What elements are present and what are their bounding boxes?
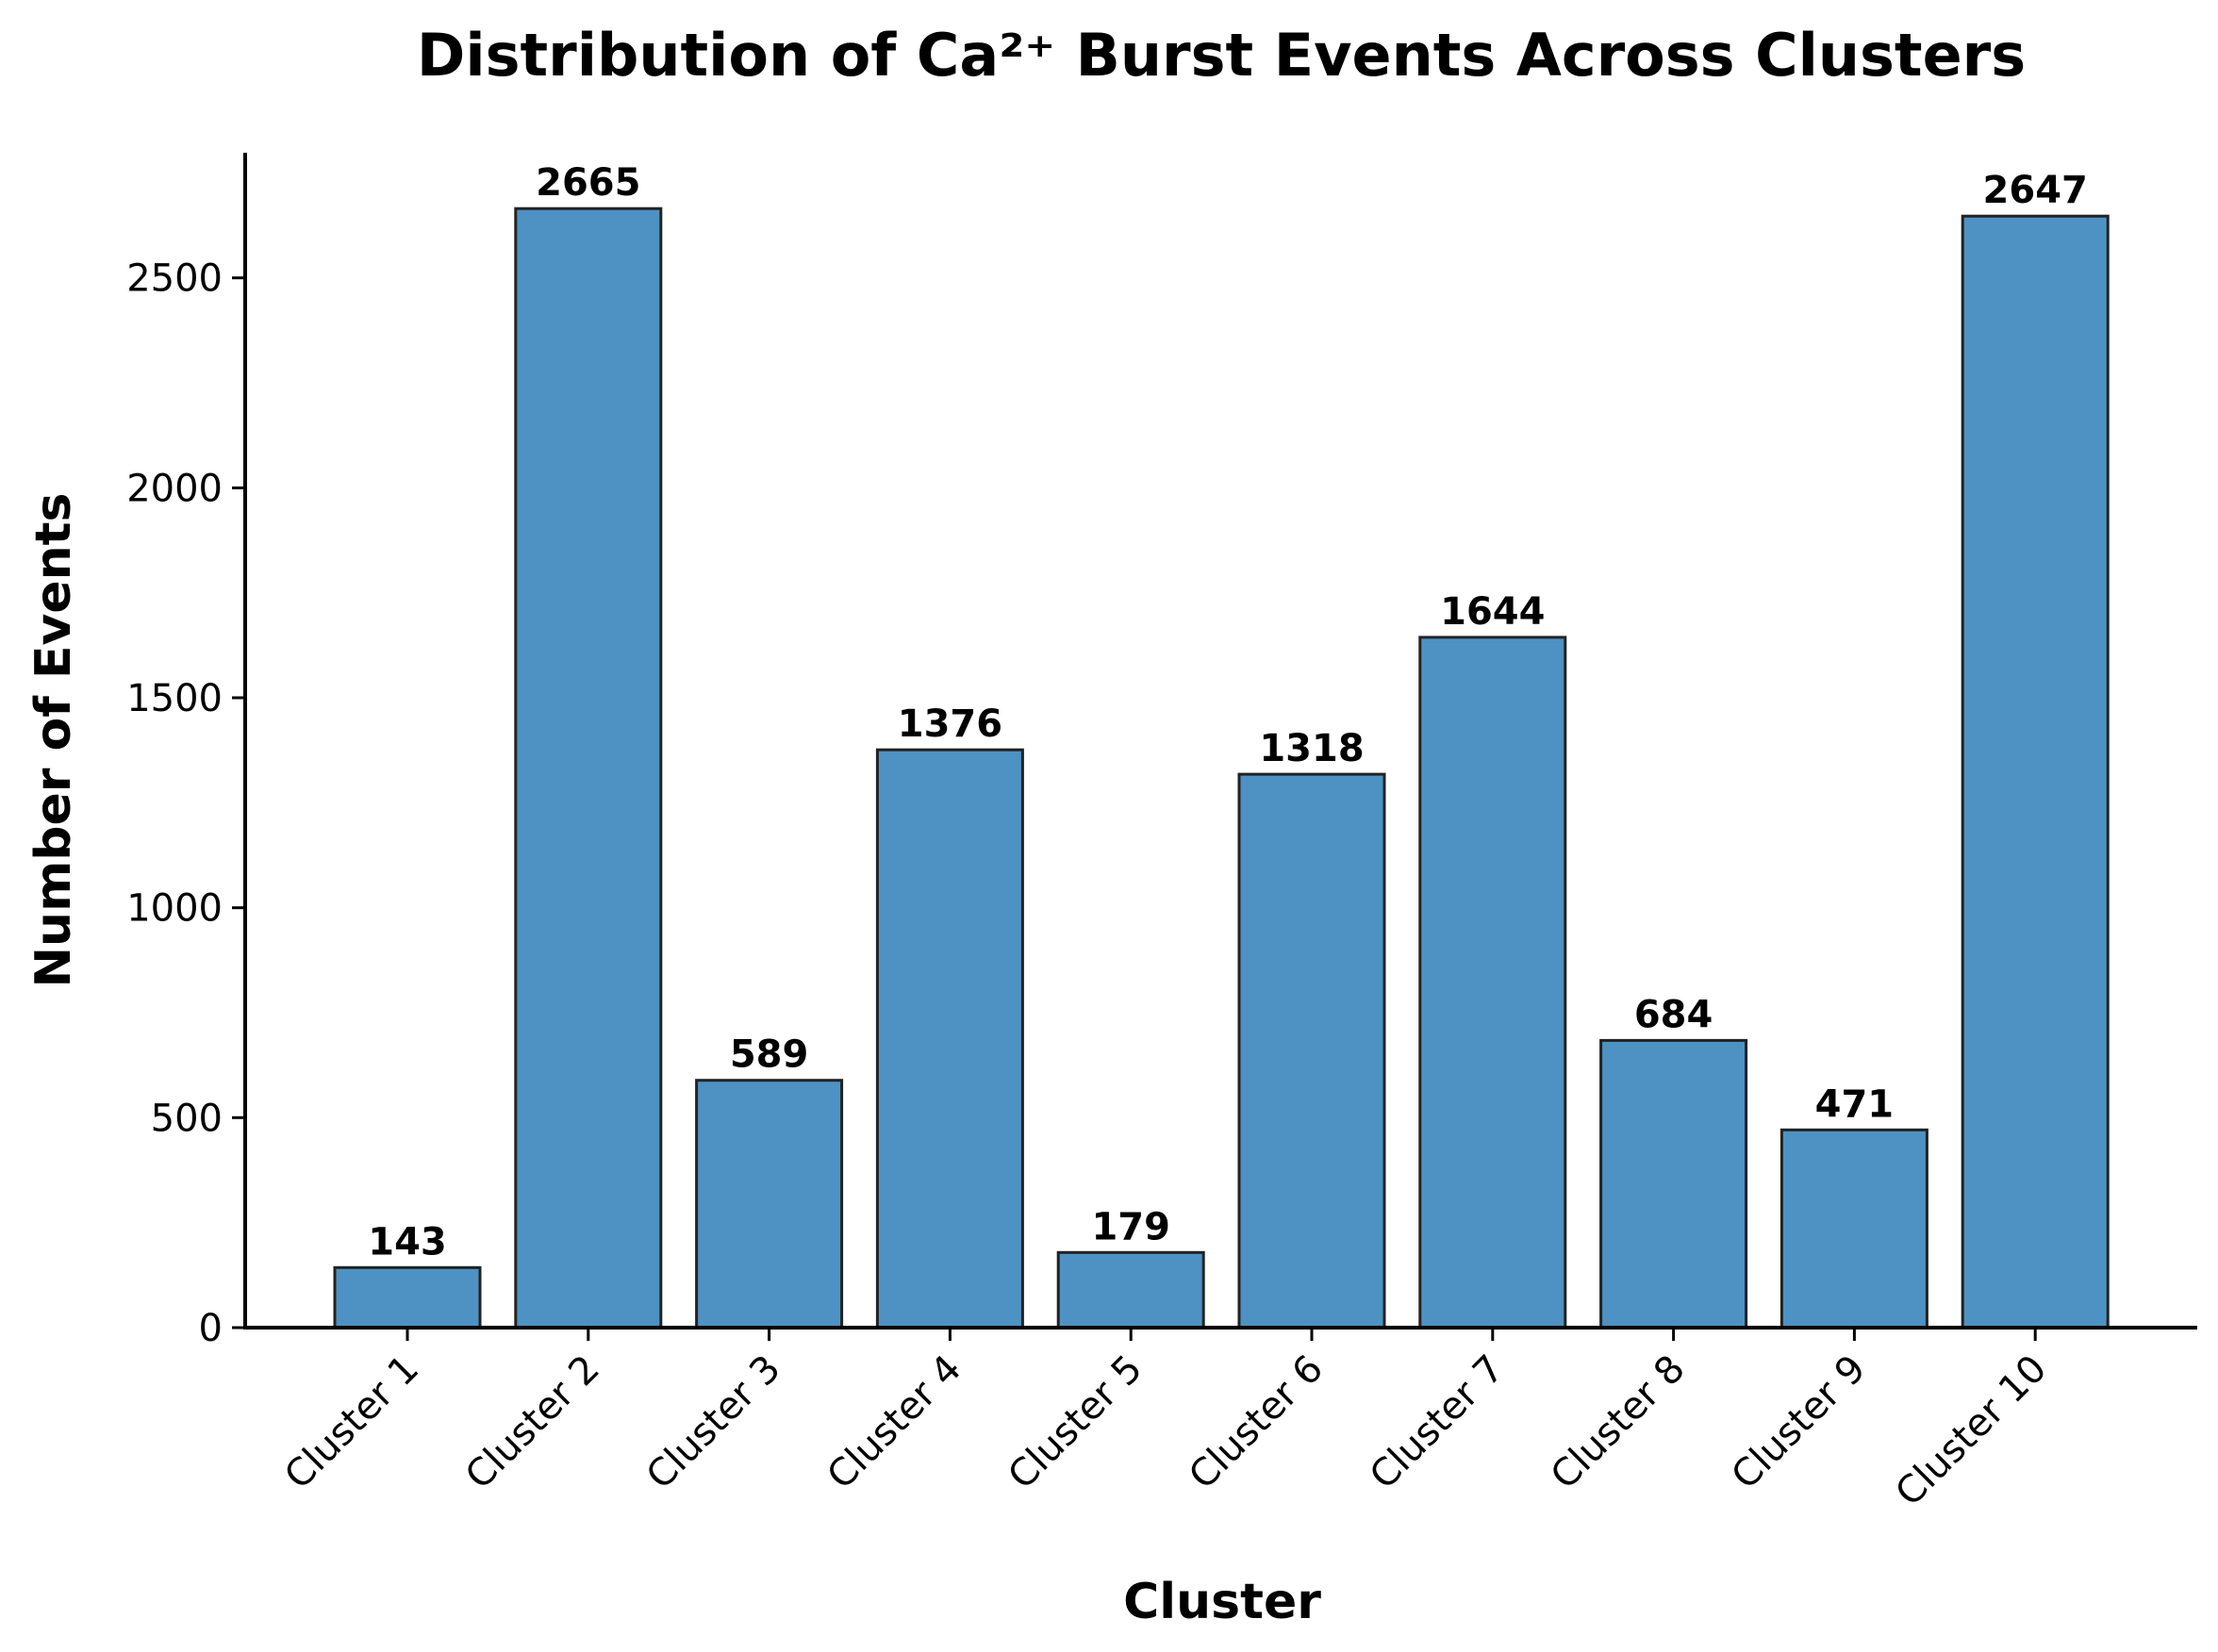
bar-2 xyxy=(514,206,663,1330)
data-label-6: 1318 xyxy=(1259,727,1364,770)
x-tick-label-1: Cluster 1 xyxy=(276,1347,427,1498)
data-label-7: 1644 xyxy=(1440,590,1545,634)
y-tick-label-2500: 2500 xyxy=(126,257,223,301)
x-tick-label-7: Cluster 7 xyxy=(1362,1347,1513,1498)
x-tick-label-4: Cluster 4 xyxy=(819,1347,970,1498)
data-label-5: 179 xyxy=(1091,1205,1170,1248)
data-labels-group: 143 2665 589 1376 179 1318 1644 684 471 2647 xyxy=(368,161,2088,1264)
data-label-1: 143 xyxy=(368,1220,447,1264)
bar-6 xyxy=(1237,772,1386,1330)
bar-1 xyxy=(333,1265,482,1330)
x-tick-label-2: Cluster 2 xyxy=(457,1347,608,1498)
y-axis-ticks: 0 500 1000 1500 2000 2500 xyxy=(126,257,245,1350)
x-axis-ticks: Cluster 1 Cluster 2 Cluster 3 Cluster 4 Clus… xyxy=(276,1328,2055,1514)
y-tick-label-2000: 2000 xyxy=(126,467,223,510)
bar-10 xyxy=(1961,214,2110,1330)
bar-4 xyxy=(875,748,1024,1330)
x-axis-label: Cluster xyxy=(1123,1574,1321,1630)
chart-title: Distribution of Ca²⁺ Burst Events Across… xyxy=(417,21,2026,90)
bar-5 xyxy=(1056,1250,1205,1330)
data-label-4: 1376 xyxy=(898,702,1002,746)
bar-9 xyxy=(1779,1128,1928,1330)
y-axis-label: Number of Events xyxy=(25,493,82,988)
x-tick-label-8: Cluster 8 xyxy=(1543,1347,1694,1498)
data-label-8: 684 xyxy=(1634,993,1713,1036)
bar-7 xyxy=(1418,636,1567,1330)
y-tick-label-1000: 1000 xyxy=(126,887,223,931)
data-label-10: 2647 xyxy=(1983,169,2088,212)
data-label-3: 589 xyxy=(730,1033,809,1077)
bar-3 xyxy=(695,1079,844,1330)
y-tick-label-500: 500 xyxy=(151,1097,223,1140)
data-label-2: 2665 xyxy=(536,161,640,205)
y-tick-label-0: 0 xyxy=(199,1307,223,1350)
y-tick-label-1500: 1500 xyxy=(126,677,223,720)
x-tick-label-6: Cluster 6 xyxy=(1181,1347,1332,1498)
x-tick-label-5: Cluster 5 xyxy=(1000,1347,1150,1498)
x-tick-label-10: Cluster 10 xyxy=(1887,1347,2055,1515)
x-tick-label-3: Cluster 3 xyxy=(638,1347,789,1498)
data-label-9: 471 xyxy=(1815,1082,1895,1126)
bars-group xyxy=(333,206,2110,1330)
x-tick-label-9: Cluster 9 xyxy=(1724,1347,1875,1498)
bar-8 xyxy=(1599,1038,1748,1330)
